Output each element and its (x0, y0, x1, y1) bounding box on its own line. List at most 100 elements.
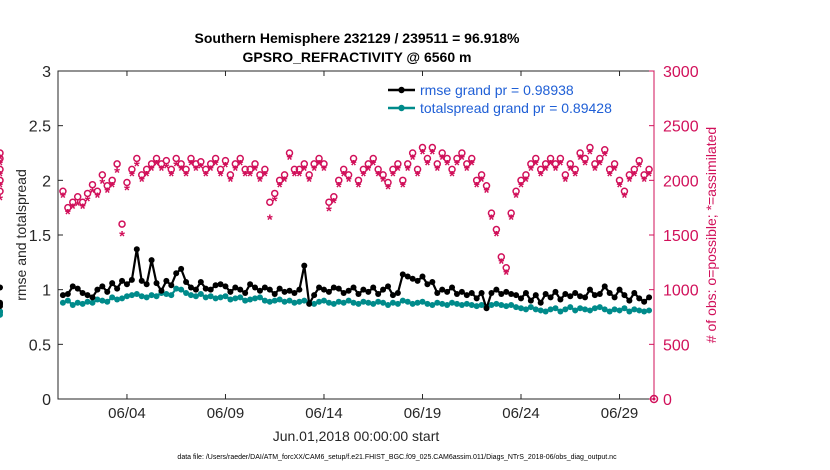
obs-possible-point (541, 160, 550, 168)
obs-possible-point (0, 187, 4, 196)
series-point (522, 289, 529, 296)
series-point (473, 303, 480, 310)
obs-count-markers: ** * * * ** *** ******* * * * * * ** * ** * * * * ***** ** * *… (0, 143, 659, 404)
series-point (557, 296, 564, 303)
series-point (414, 277, 421, 284)
obs-assimilated-point: * (518, 179, 524, 196)
series-point (276, 285, 283, 292)
obs-possible-point (413, 165, 422, 174)
series-point (340, 289, 347, 296)
series-point (281, 288, 288, 295)
obs-possible-point (300, 160, 309, 168)
obs-possible-point (315, 154, 323, 163)
x-tick-label: 06/04 (108, 405, 146, 422)
obs-possible-point (615, 176, 624, 185)
series-point (291, 289, 298, 296)
obs-possible-point (374, 165, 382, 174)
obs-assimilated-point: * (523, 173, 529, 190)
obs-assimilated-point: * (0, 151, 3, 168)
series-point (375, 291, 382, 298)
series-point (123, 293, 130, 300)
series-point (458, 288, 465, 295)
obs-possible-point (344, 171, 353, 179)
obs-assimilated-point: * (375, 168, 381, 185)
series-point (266, 286, 273, 293)
series-point (222, 293, 229, 300)
series-point (380, 286, 387, 293)
series-point (109, 280, 116, 287)
obs-possible-point (59, 187, 67, 196)
series-point (577, 305, 584, 312)
series-point (173, 270, 180, 277)
series-point (399, 297, 406, 304)
obs-assimilated-point: * (237, 157, 243, 174)
obs-possible-point (172, 154, 180, 163)
obs-possible-point (408, 149, 417, 157)
obs-possible-point (83, 189, 92, 198)
series-point (197, 279, 204, 286)
series-point (591, 305, 598, 312)
obs-possible-point (492, 225, 501, 234)
series-point (562, 291, 569, 298)
series-point (217, 281, 224, 288)
series-point (453, 291, 460, 298)
obs-possible-point (349, 154, 358, 163)
series-point (419, 298, 426, 305)
series-point (232, 295, 239, 302)
series-point (202, 294, 209, 301)
series-point (187, 284, 194, 291)
obs-possible-point (477, 171, 486, 179)
obs-assimilated-point: * (301, 162, 307, 179)
plot-area (57, 70, 655, 400)
obs-possible-point (108, 176, 116, 185)
obs-assimilated-point: * (346, 173, 352, 190)
obs-possible-point (418, 143, 427, 152)
left-y-tick-label: 2.5 (29, 119, 51, 136)
obs-possible-point (502, 264, 510, 272)
series-point (532, 306, 539, 313)
series-point (394, 300, 401, 307)
series-point (119, 277, 126, 284)
obs-assimilated-point: * (469, 157, 475, 174)
obs-possible-point (403, 160, 412, 168)
obs-possible-point (133, 154, 141, 163)
series-point (291, 299, 298, 306)
obs-assimilated-point: * (365, 162, 371, 179)
obs-possible-point (231, 160, 240, 168)
series-point (148, 292, 155, 299)
series-point (202, 285, 209, 292)
series-point (596, 291, 603, 298)
obs-possible-point (576, 149, 584, 157)
series-point (493, 300, 500, 307)
series-point (424, 300, 431, 307)
series-point (237, 286, 244, 293)
obs-possible-point (581, 154, 589, 163)
obs-assimilated-point: * (538, 168, 544, 185)
series-point (601, 283, 608, 290)
obs-possible-point (527, 160, 535, 168)
obs-possible-point (211, 154, 220, 163)
obs-possible-point (157, 160, 166, 168)
series-point (237, 294, 244, 301)
series-point (636, 307, 643, 314)
obs-assimilated-point: * (607, 168, 613, 185)
series-point (281, 298, 288, 305)
series-point (522, 306, 529, 313)
series-point (409, 300, 416, 307)
obs-possible-point-end (649, 394, 659, 404)
series-point (79, 289, 86, 296)
series-point (128, 292, 135, 299)
series-point (449, 299, 456, 306)
series-point (429, 279, 436, 286)
series-point (276, 296, 283, 303)
series-point (503, 303, 510, 310)
obs-possible-point (152, 154, 161, 163)
obs-assimilated-point-end (652, 397, 656, 401)
series-point (513, 292, 520, 299)
right-y-tick-label: 1500 (663, 228, 699, 245)
series-point (493, 286, 500, 293)
obs-assimilated-point: * (247, 168, 253, 185)
series-point (552, 305, 559, 312)
obs-assimilated-point: * (410, 151, 416, 168)
series-point (212, 282, 219, 289)
